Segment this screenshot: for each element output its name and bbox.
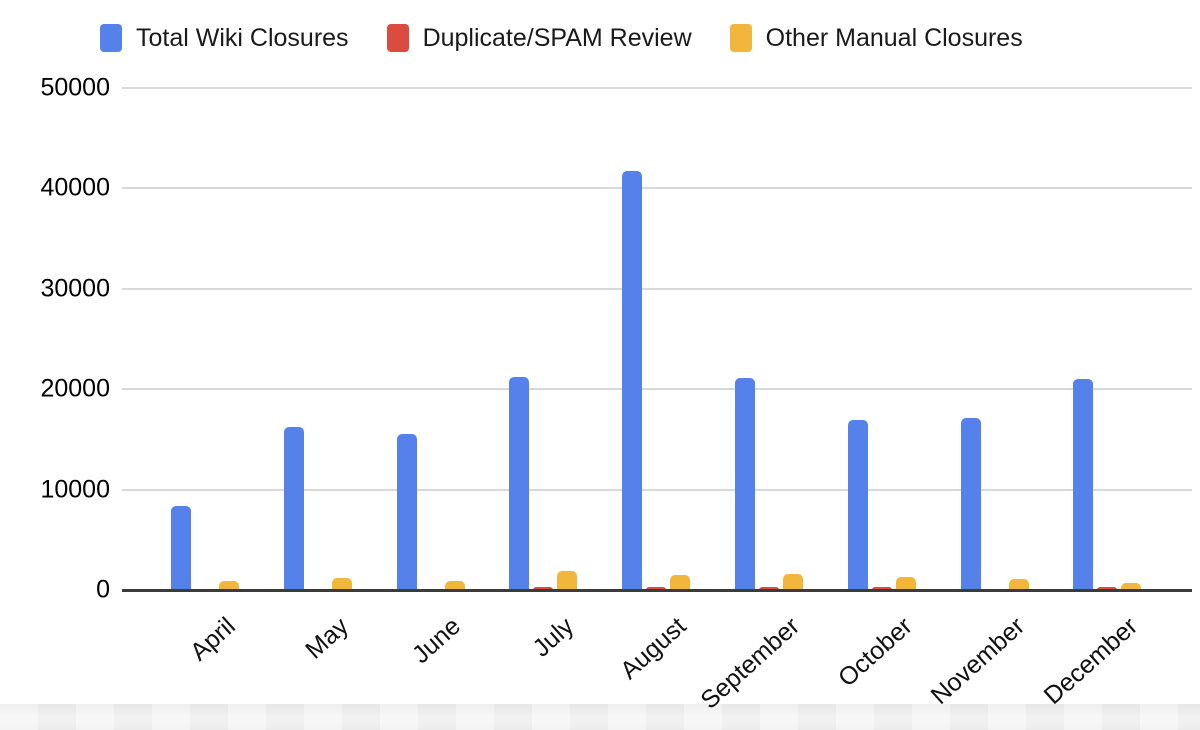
bar-total-wiki-closures-may <box>283 427 304 590</box>
bar-total-wiki-closures-june <box>396 434 417 590</box>
gridline-10000 <box>122 488 1192 491</box>
legend-item-other-manual-closures: Other Manual Closures <box>729 23 1023 53</box>
bar-other-manual-closures-november <box>1008 578 1029 590</box>
bar-total-wiki-closures-december <box>1073 379 1094 590</box>
x-axis-label-june: June <box>407 612 467 670</box>
legend-label: Duplicate/SPAM Review <box>422 23 692 52</box>
bar-other-manual-closures-october <box>895 576 916 590</box>
gridline-50000 <box>122 87 1192 89</box>
bar-total-wiki-closures-april <box>171 505 191 590</box>
bar-total-wiki-closures-october <box>847 420 868 590</box>
x-axis-label-november: November <box>925 612 1031 710</box>
bar-other-manual-closures-august <box>670 574 691 590</box>
bar-duplicate-spam-review-october <box>871 586 892 590</box>
y-axis-tick-label-40000: 40000 <box>40 173 110 202</box>
x-axis-baseline <box>122 588 1192 592</box>
legend-swatch-duplicate-spam-review <box>386 24 409 52</box>
x-axis-label-august: August <box>615 612 692 685</box>
bar-duplicate-spam-review-july <box>533 586 554 590</box>
x-axis-label-july: July <box>527 612 580 663</box>
bar-total-wiki-closures-november <box>960 418 981 590</box>
bar-other-manual-closures-july <box>557 570 578 590</box>
legend: Total Wiki Closures Duplicate/SPAM Review… <box>100 22 1023 54</box>
x-axis-label-may: May <box>299 612 354 665</box>
bar-other-manual-closures-september <box>783 574 803 590</box>
bar-duplicate-spam-review-august <box>646 586 667 590</box>
bar-duplicate-spam-review-september <box>759 586 779 590</box>
legend-label: Other Manual Closures <box>765 23 1023 52</box>
y-axis-tick-label-20000: 20000 <box>40 374 110 403</box>
bar-other-manual-closures-april <box>219 580 239 590</box>
bar-total-wiki-closures-august <box>622 171 643 590</box>
gridline-30000 <box>122 287 1192 290</box>
x-axis-label-december: December <box>1038 612 1144 710</box>
bar-total-wiki-closures-september <box>735 378 755 590</box>
y-axis-tick-label-10000: 10000 <box>40 475 110 504</box>
legend-swatch-total-wiki-closures <box>100 24 122 52</box>
y-axis-tick-label-0: 0 <box>96 575 110 604</box>
legend-item-total-wiki-closures: Total Wiki Closures <box>100 24 349 53</box>
bar-total-wiki-closures-july <box>509 377 530 590</box>
legend-item-duplicate-spam-review: Duplicate/SPAM Review <box>386 23 692 53</box>
bar-other-manual-closures-june <box>444 580 465 590</box>
legend-label: Total Wiki Closures <box>136 23 349 52</box>
legend-swatch-other-manual-closures <box>729 24 752 52</box>
bar-other-manual-closures-may <box>331 578 352 590</box>
gridline-20000 <box>122 388 1192 391</box>
bar-other-manual-closures-december <box>1121 582 1142 590</box>
x-axis-label-october: October <box>832 612 918 693</box>
bar-duplicate-spam-review-december <box>1097 586 1118 590</box>
x-axis-label-april: April <box>184 612 241 667</box>
x-axis-label-september: September <box>695 612 805 715</box>
y-axis-tick-label-50000: 50000 <box>40 73 110 102</box>
y-axis-tick-label-30000: 30000 <box>40 274 110 303</box>
gridline-40000 <box>122 187 1192 190</box>
bottom-edge-strip <box>0 704 1200 730</box>
